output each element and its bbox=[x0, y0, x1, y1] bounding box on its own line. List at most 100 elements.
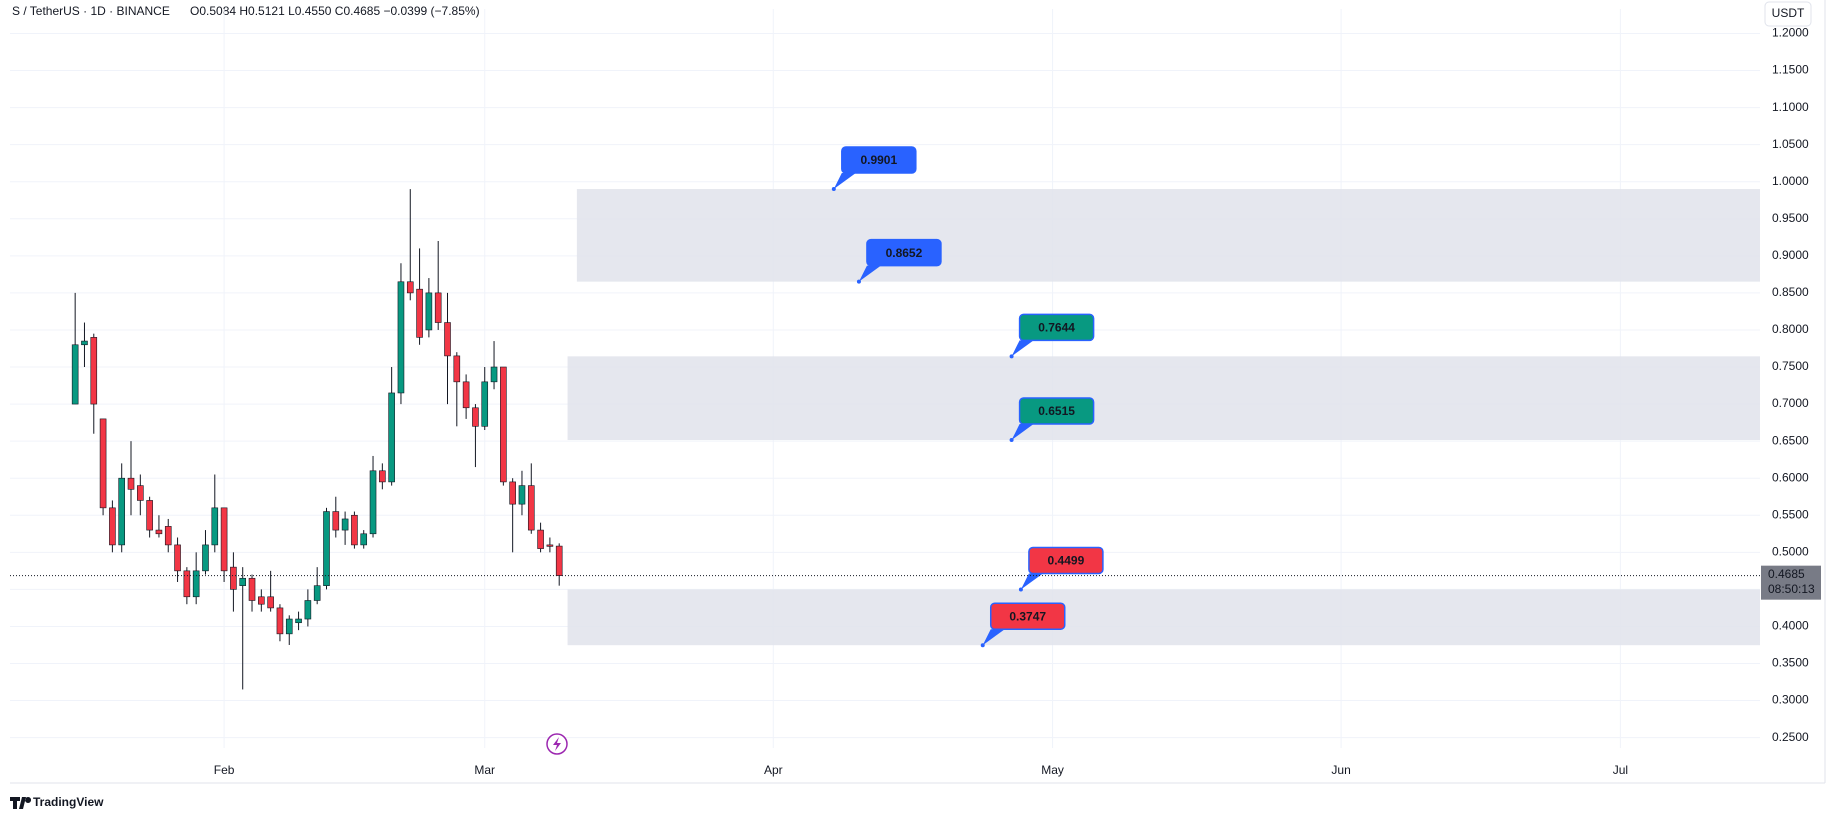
callout-pointer bbox=[1011, 424, 1034, 441]
last-price-label: 0.4685 bbox=[1768, 567, 1805, 581]
candle-body bbox=[248, 577, 256, 601]
currency-button[interactable] bbox=[1764, 1, 1812, 27]
candle-body bbox=[323, 511, 330, 586]
zone bbox=[576, 189, 1760, 282]
candle-body bbox=[537, 529, 544, 549]
candle-body bbox=[546, 544, 554, 547]
callout-label: 0.8652 bbox=[886, 246, 923, 260]
y-tick-label: 0.9000 bbox=[1772, 248, 1809, 262]
candle-body bbox=[360, 533, 368, 546]
callout-pointer bbox=[982, 629, 1005, 646]
candle-body bbox=[481, 381, 489, 427]
candle-body bbox=[509, 481, 516, 505]
lightning-icon[interactable] bbox=[546, 733, 568, 755]
callout-box bbox=[841, 146, 917, 174]
callout-pointer bbox=[833, 173, 856, 190]
candle-body bbox=[462, 381, 470, 409]
callout-anchor bbox=[1009, 354, 1014, 359]
candle-body bbox=[351, 514, 358, 546]
candle-body bbox=[434, 292, 442, 323]
x-tick-label: May bbox=[1041, 763, 1064, 777]
y-tick-label: 0.2500 bbox=[1772, 730, 1809, 744]
candle-body bbox=[202, 544, 209, 572]
currency-label: USDT bbox=[1772, 6, 1805, 20]
callout-box bbox=[989, 602, 1066, 630]
x-tick-label: Apr bbox=[764, 763, 783, 777]
candle-body bbox=[183, 570, 191, 598]
candle-body bbox=[490, 366, 498, 383]
callout-anchor bbox=[1009, 438, 1014, 443]
candle-body bbox=[453, 355, 461, 383]
y-tick-label: 1.1500 bbox=[1772, 63, 1809, 77]
y-tick-label: 0.8000 bbox=[1772, 322, 1809, 336]
x-tick-label: Feb bbox=[214, 763, 235, 777]
candle-body bbox=[276, 607, 284, 635]
callout-box bbox=[1018, 313, 1095, 342]
callout-box bbox=[866, 238, 942, 267]
y-tick-label: 0.7500 bbox=[1772, 359, 1809, 373]
last-price-box bbox=[1761, 565, 1821, 600]
candle-body bbox=[388, 392, 395, 483]
candle-body bbox=[155, 529, 163, 535]
callout-label: 0.3747 bbox=[1009, 609, 1046, 623]
y-tick-label: 1.0500 bbox=[1772, 137, 1809, 151]
candle-body bbox=[174, 544, 181, 572]
callout-anchor bbox=[831, 187, 836, 192]
candle-body bbox=[527, 485, 535, 531]
countdown-label: 08:50:13 bbox=[1768, 582, 1815, 596]
candle-body bbox=[211, 507, 219, 546]
callout-pointer bbox=[1020, 573, 1043, 590]
candle-body bbox=[230, 566, 237, 590]
candle-body bbox=[472, 407, 479, 427]
candle-body bbox=[137, 485, 144, 501]
y-tick-label: 0.5500 bbox=[1772, 507, 1809, 521]
x-tick-label: Jun bbox=[1331, 763, 1350, 777]
callout-label: 0.4499 bbox=[1048, 554, 1085, 568]
candle-body bbox=[332, 511, 340, 531]
candle-body bbox=[258, 596, 265, 605]
callout-pointer bbox=[1011, 340, 1034, 357]
y-tick-label: 0.5000 bbox=[1772, 544, 1809, 558]
candle-body bbox=[369, 470, 377, 535]
candle-body bbox=[379, 470, 386, 483]
y-tick-label: 0.3000 bbox=[1772, 693, 1809, 707]
y-tick-label: 0.8500 bbox=[1772, 285, 1809, 299]
candle-body bbox=[109, 507, 116, 546]
candle-body bbox=[518, 485, 526, 505]
callout-label: 0.7644 bbox=[1038, 321, 1075, 335]
y-tick-label: 1.1000 bbox=[1772, 100, 1809, 114]
candle-body bbox=[304, 600, 312, 620]
candle-body bbox=[267, 596, 274, 609]
candle-body bbox=[406, 281, 414, 294]
candle-body bbox=[555, 545, 563, 576]
x-tick-label: Jul bbox=[1613, 763, 1628, 777]
candle-body bbox=[285, 618, 293, 635]
zone bbox=[567, 589, 1760, 646]
candle-body bbox=[397, 281, 405, 394]
zone bbox=[567, 356, 1760, 441]
candle-body bbox=[118, 477, 126, 546]
candle-body bbox=[127, 477, 135, 490]
symbol: S / TetherUS · 1D · BINANCE bbox=[12, 4, 170, 18]
candle-body bbox=[416, 288, 423, 338]
candle-body bbox=[220, 507, 228, 572]
candle-body bbox=[444, 322, 451, 357]
candle-body bbox=[81, 340, 88, 346]
y-tick-label: 0.9500 bbox=[1772, 211, 1809, 225]
y-tick-label: 1.2000 bbox=[1772, 26, 1809, 40]
candle-body bbox=[500, 366, 507, 483]
y-tick-label: 1.0000 bbox=[1772, 174, 1809, 188]
y-tick-label: 0.4000 bbox=[1772, 619, 1809, 633]
candle-body bbox=[295, 618, 302, 624]
y-tick-label: 0.6000 bbox=[1772, 470, 1809, 484]
callout-label: 0.9901 bbox=[860, 153, 897, 167]
callout-box bbox=[1018, 397, 1095, 425]
y-tick-label: 0.7000 bbox=[1772, 396, 1809, 410]
candle-body bbox=[71, 344, 79, 405]
candle-body bbox=[192, 570, 200, 598]
x-tick-label: Mar bbox=[474, 763, 495, 777]
callout-pointer bbox=[858, 265, 881, 282]
callout-anchor bbox=[1018, 587, 1023, 592]
candle-body bbox=[164, 526, 172, 546]
